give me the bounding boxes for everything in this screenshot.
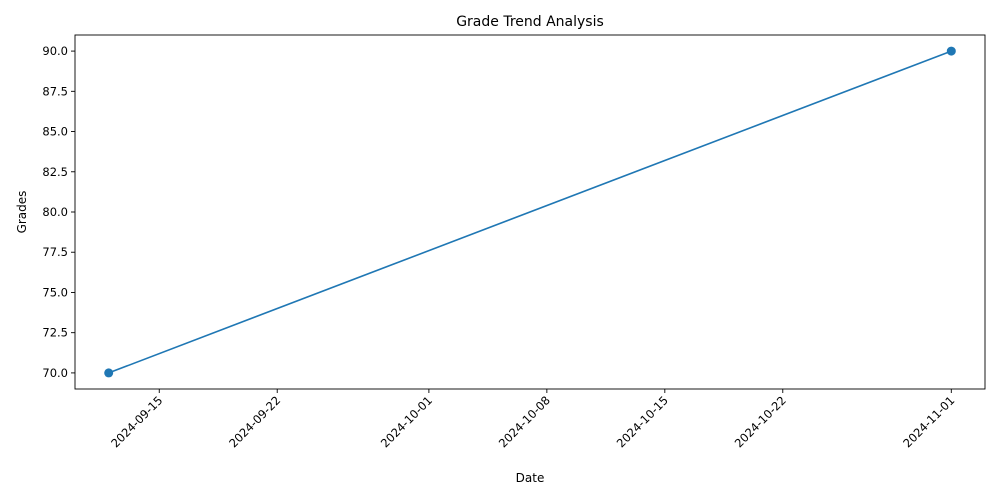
y-tick-label: 75.0 <box>42 285 68 299</box>
x-tick-label: 2024-10-01 <box>378 393 435 450</box>
x-axis: 2024-09-15 2024-09-22 2024-10-01 2024-10-08… <box>108 389 957 450</box>
x-tick-label: 2024-11-01 <box>900 393 957 450</box>
data-point <box>946 46 956 56</box>
x-tick-label: 2024-10-22 <box>732 393 789 450</box>
data-point <box>104 368 114 378</box>
y-tick-label: 72.5 <box>42 326 68 340</box>
y-tick-label: 80.0 <box>42 205 68 219</box>
y-tick-label: 85.0 <box>42 125 68 139</box>
x-tick-label: 2024-10-15 <box>614 393 671 450</box>
y-tick-label: 90.0 <box>42 44 68 58</box>
x-tick-label: 2024-09-15 <box>108 393 165 450</box>
y-axis: 70.0 72.5 75.0 77.5 80.0 82.5 85.0 87.5 90.0 <box>42 44 75 380</box>
chart-title: Grade Trend Analysis <box>456 14 604 30</box>
x-axis-label: Date <box>516 471 545 485</box>
y-tick-label: 77.5 <box>42 245 68 259</box>
plot-area <box>104 46 956 378</box>
series-line <box>108 50 952 374</box>
y-axis-label: Grades <box>15 191 29 234</box>
x-tick-label: 2024-09-22 <box>226 393 283 450</box>
y-tick-label: 82.5 <box>42 165 68 179</box>
y-tick-label: 87.5 <box>42 84 68 98</box>
y-tick-label: 70.0 <box>42 366 68 380</box>
x-tick-label: 2024-10-08 <box>496 393 553 450</box>
